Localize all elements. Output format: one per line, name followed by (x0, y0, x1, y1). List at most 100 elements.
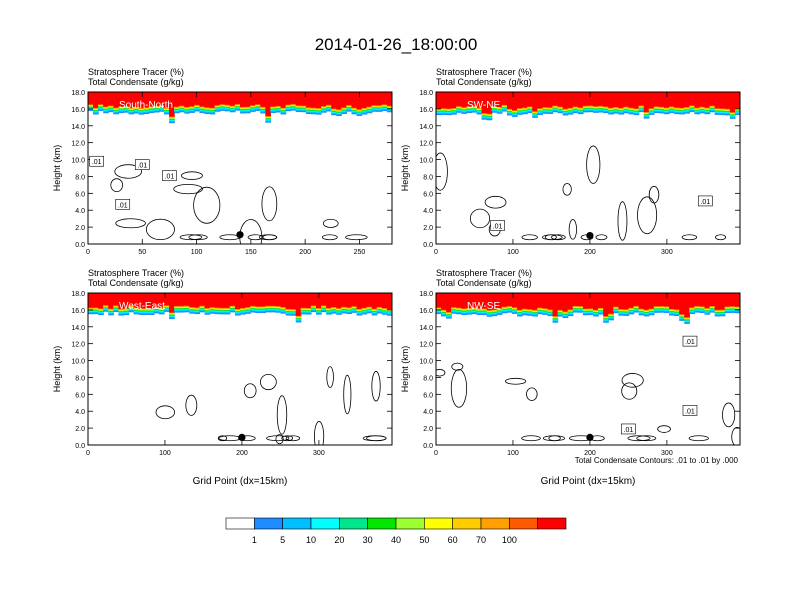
tracer-cell (376, 309, 383, 311)
tracer-cell (93, 107, 99, 109)
tracer-cell (219, 312, 226, 315)
tracer-cell (158, 310, 165, 312)
tracer-cell (305, 106, 312, 108)
tracer-cell (572, 305, 579, 307)
tracer-cell (199, 309, 206, 312)
tracer-cell (643, 314, 650, 317)
tracer-cell (305, 108, 312, 110)
tracer-cell (381, 310, 388, 312)
tracer-cell (321, 107, 327, 109)
tracer-cell (295, 315, 302, 317)
tracer-cell (684, 108, 690, 110)
tracer-cell (724, 110, 731, 112)
tracer-cell (158, 293, 165, 308)
tracer-cell (118, 106, 125, 108)
tracer-cell (618, 310, 625, 312)
tracer-cell (648, 109, 655, 111)
tracer-cell (522, 311, 528, 314)
tracer-cell (351, 107, 358, 109)
tracer-cell (466, 108, 473, 110)
tracer-cell (300, 307, 307, 309)
tracer-cell (351, 307, 358, 308)
tracer-cell (229, 105, 236, 107)
contour-line (217, 435, 228, 442)
tracer-cell (189, 306, 195, 308)
tracer-cell (461, 308, 467, 310)
tracer-cell (265, 119, 271, 122)
tracer-cell (674, 108, 680, 110)
tracer-cell (451, 309, 457, 311)
tracer-cell (577, 307, 584, 309)
tracer-cell (209, 108, 216, 110)
tracer-cell (103, 310, 109, 312)
location-marker (586, 231, 594, 240)
tracer-cell (108, 108, 114, 110)
tracer-cell (346, 105, 353, 106)
tracer-cell (481, 309, 488, 311)
tracer-cell (496, 293, 503, 309)
tracer-cell (386, 106, 392, 108)
tracer-cell (229, 293, 236, 306)
tracer-cell (522, 108, 528, 110)
tracer-cell (603, 109, 609, 111)
tracer-cell (255, 106, 261, 108)
tracer-cell (451, 112, 457, 115)
tracer-cell (532, 111, 538, 113)
tracer-cell (552, 105, 559, 107)
tracer-cell (290, 105, 297, 107)
tracer-cell (158, 109, 165, 111)
tracer-cell (331, 307, 337, 308)
tracer-cell (300, 105, 307, 107)
tracer-cell (527, 311, 533, 312)
tracer-cell (371, 108, 378, 110)
tracer-cell (229, 108, 236, 111)
tracer-cell (204, 108, 211, 110)
tracer-cell (729, 310, 736, 312)
tracer-cell (371, 311, 378, 314)
tracer-cell (169, 314, 175, 316)
tracer-cell (98, 308, 104, 309)
tracer-cell (336, 110, 342, 112)
tracer-cell (255, 105, 261, 107)
tracer-cell (138, 308, 145, 310)
tracer-cell (169, 312, 175, 314)
tracer-cell (356, 308, 363, 310)
tracer-cell (491, 311, 498, 313)
contour-label: .01 (92, 159, 102, 166)
tracer-cell (709, 306, 716, 308)
tracer-cell (310, 110, 317, 112)
tracer-cell (598, 105, 604, 107)
tracer-cell (240, 110, 246, 113)
tracer-cell (169, 118, 175, 121)
contour-line (260, 373, 277, 391)
tracer-cell (356, 310, 363, 312)
colorbar-swatch (282, 517, 312, 530)
tracer-cell (446, 315, 452, 317)
tracer-cell (664, 111, 670, 113)
tracer-cell (527, 293, 533, 310)
tracer-cell (255, 308, 261, 310)
tracer-cell (123, 313, 130, 316)
colorbar-swatch (367, 517, 397, 530)
tracer-cell (93, 111, 99, 114)
tracer-cell (224, 109, 231, 112)
tracer-cell (461, 108, 467, 109)
tracer-cell (143, 108, 150, 110)
contour-label-box (621, 423, 636, 435)
tracer-cell (476, 310, 483, 312)
tracer-cell (734, 107, 740, 109)
tracer-cell (623, 110, 630, 112)
tracer-cell (522, 310, 528, 312)
tracer-cell (386, 107, 392, 109)
tracer-cell (341, 308, 347, 310)
tracer-cell (234, 293, 241, 309)
tracer-cell (461, 310, 467, 312)
tracer-cell (709, 306, 716, 307)
tracer-cell (209, 308, 216, 309)
tracer-cell (229, 306, 236, 308)
tracer-cell (321, 307, 327, 309)
tracer-cell (608, 110, 614, 113)
tracer-cell (336, 108, 342, 110)
tracer-cell (366, 309, 373, 311)
tracer-cell (113, 108, 119, 110)
